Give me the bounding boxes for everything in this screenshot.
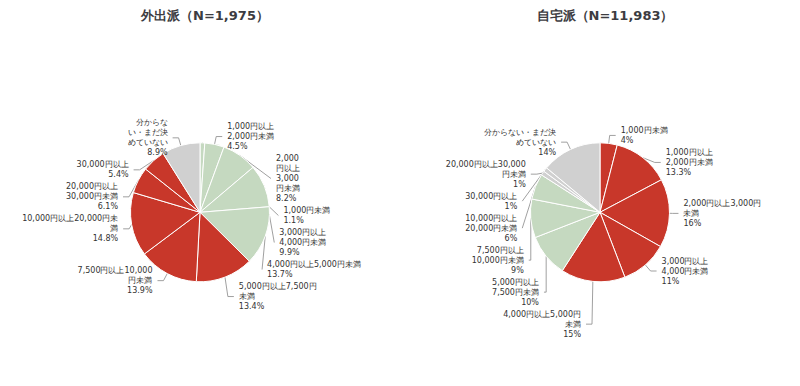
svg-text:めていない: めていない xyxy=(516,138,556,147)
svg-text:8.2%: 8.2% xyxy=(276,194,297,203)
svg-text:7,500円以上10,000: 7,500円以上10,000 xyxy=(78,266,153,275)
svg-text:分からな: 分からな xyxy=(136,118,168,127)
svg-text:3,000円以上: 3,000円以上 xyxy=(279,228,326,237)
svg-text:4,000円以上5,000円未満: 4,000円以上5,000円未満 xyxy=(267,260,361,269)
svg-text:15%: 15% xyxy=(563,330,581,339)
svg-text:1,000円以上: 1,000円以上 xyxy=(227,122,274,131)
svg-text:13.9%: 13.9% xyxy=(127,286,153,295)
svg-text:4,000円以上5,000円: 4,000円以上5,000円 xyxy=(503,310,581,319)
svg-text:6.1%: 6.1% xyxy=(98,202,119,211)
svg-text:2,000: 2,000 xyxy=(276,154,299,163)
svg-text:7,500円以上: 7,500円以上 xyxy=(477,246,524,255)
svg-text:8.9%: 8.9% xyxy=(147,148,168,157)
svg-text:3,000円以上: 3,000円以上 xyxy=(662,257,709,266)
svg-text:4,000円未満: 4,000円未満 xyxy=(279,238,326,247)
svg-text:10,000円未満: 10,000円未満 xyxy=(472,256,524,265)
svg-text:満: 満 xyxy=(110,224,118,233)
svg-text:円以上: 円以上 xyxy=(276,164,300,173)
svg-text:外出派（N=1,975）: 外出派（N=1,975） xyxy=(140,8,269,23)
svg-text:2,000円以上3,000円: 2,000円以上3,000円 xyxy=(683,199,761,208)
svg-text:9%: 9% xyxy=(511,266,524,275)
svg-text:20,000円以上: 20,000円以上 xyxy=(66,182,118,191)
svg-text:1,000円未満: 1,000円未満 xyxy=(621,126,668,135)
svg-text:円未満: 円未満 xyxy=(128,276,152,285)
svg-text:10,000円以上: 10,000円以上 xyxy=(465,214,517,223)
svg-text:20,000円以上30,000: 20,000円以上30,000 xyxy=(446,160,526,169)
svg-text:4.5%: 4.5% xyxy=(227,142,248,151)
svg-text:30,000円未満: 30,000円未満 xyxy=(66,192,118,201)
svg-text:14%: 14% xyxy=(538,148,556,157)
svg-text:14.8%: 14.8% xyxy=(93,234,119,243)
svg-text:13.3%: 13.3% xyxy=(666,168,692,177)
svg-text:30,000円以上: 30,000円以上 xyxy=(77,160,129,169)
svg-text:分からない・まだ決: 分からない・まだ決 xyxy=(484,128,556,137)
svg-text:未満: 未満 xyxy=(239,292,255,301)
svg-text:1,000円以上: 1,000円以上 xyxy=(666,148,713,157)
svg-text:めていない: めていない xyxy=(128,138,168,147)
svg-text:1.1%: 1.1% xyxy=(283,216,304,225)
svg-text:13.7%: 13.7% xyxy=(267,270,293,279)
svg-text:10%: 10% xyxy=(521,298,539,307)
svg-text:1,000円未満: 1,000円未満 xyxy=(283,206,330,215)
svg-text:10,000円以上20,000円未: 10,000円以上20,000円未 xyxy=(22,214,118,223)
svg-text:円未満: 円未満 xyxy=(276,184,300,193)
svg-text:未満: 未満 xyxy=(683,209,699,218)
svg-text:3,000: 3,000 xyxy=(276,174,299,183)
svg-text:自宅派（N=11,983）: 自宅派（N=11,983） xyxy=(537,8,674,23)
svg-text:20,000円未満: 20,000円未満 xyxy=(465,224,517,233)
svg-text:2,000円未満: 2,000円未満 xyxy=(666,158,713,167)
svg-text:4,000円未満: 4,000円未満 xyxy=(662,267,709,276)
svg-text:い・まだ決: い・まだ決 xyxy=(128,128,168,137)
svg-text:1%: 1% xyxy=(513,180,526,189)
svg-text:4%: 4% xyxy=(621,136,634,145)
svg-text:5,000円以上: 5,000円以上 xyxy=(492,278,539,287)
svg-text:13.4%: 13.4% xyxy=(239,302,265,311)
svg-text:円未満: 円未満 xyxy=(502,170,526,179)
svg-text:9.9%: 9.9% xyxy=(279,248,300,257)
svg-text:16%: 16% xyxy=(683,219,701,228)
svg-text:30,000円以上: 30,000円以上 xyxy=(465,192,517,201)
svg-text:11%: 11% xyxy=(662,277,680,286)
svg-text:5.4%: 5.4% xyxy=(108,170,129,179)
svg-text:2,000円未満: 2,000円未満 xyxy=(227,132,274,141)
svg-text:未満: 未満 xyxy=(565,320,581,329)
svg-text:6%: 6% xyxy=(505,234,518,243)
svg-text:5,000円以上7,500円: 5,000円以上7,500円 xyxy=(239,282,317,291)
svg-text:1%: 1% xyxy=(505,202,518,211)
svg-text:7,500円未満: 7,500円未満 xyxy=(492,288,539,297)
